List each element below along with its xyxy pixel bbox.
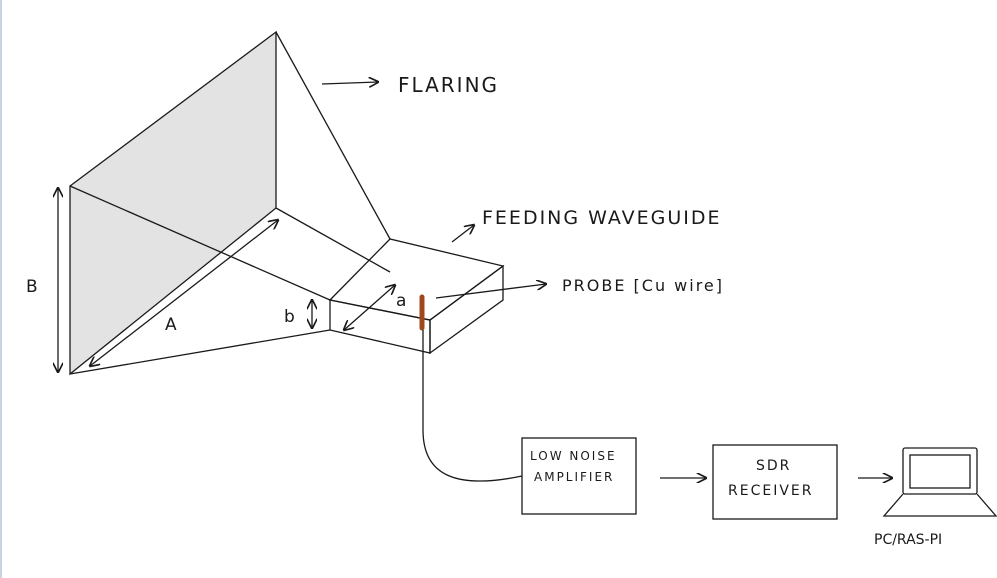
dimension-B-label: B bbox=[26, 277, 38, 297]
probe-label: PROBE [Cu wire] bbox=[562, 276, 724, 295]
waveguide-top-face bbox=[328, 238, 505, 321]
sdr-receiver-box bbox=[712, 444, 838, 520]
horn-inner-edge bbox=[275, 207, 391, 273]
low-noise-amplifier-box bbox=[521, 437, 637, 515]
sdr-label-line1: SDR bbox=[756, 458, 791, 474]
pc-label: PC/RAS-PI bbox=[874, 532, 942, 548]
page-left-edge bbox=[0, 0, 2, 578]
lna-label-line2: AMPLIFIER bbox=[534, 470, 614, 484]
waveguide-pointer-arrow bbox=[451, 225, 474, 243]
sdr-label-line2: RECEIVER bbox=[728, 483, 813, 499]
feeding-waveguide-box bbox=[328, 238, 505, 355]
horn-top-edge bbox=[275, 31, 391, 240]
waveguide-front-face bbox=[329, 299, 431, 354]
lna-label-line1: LOW NOISE bbox=[530, 449, 617, 463]
dimension-A-label: A bbox=[165, 315, 177, 335]
dimension-b-label: b bbox=[284, 307, 295, 327]
probe-cable bbox=[422, 330, 523, 482]
probe-pointer-arrow bbox=[435, 284, 546, 299]
dimension-A-arrow bbox=[90, 220, 278, 366]
dimension-a-label: a bbox=[396, 291, 406, 311]
feeding-waveguide-label: FEEDING WAVEGUIDE bbox=[482, 207, 722, 229]
flaring-pointer-arrow bbox=[321, 82, 378, 84]
dimension-a-arrow bbox=[344, 285, 395, 330]
laptop-icon bbox=[882, 447, 997, 517]
waveguide-side-face bbox=[429, 264, 504, 355]
flaring-label: FLARING bbox=[398, 73, 499, 97]
